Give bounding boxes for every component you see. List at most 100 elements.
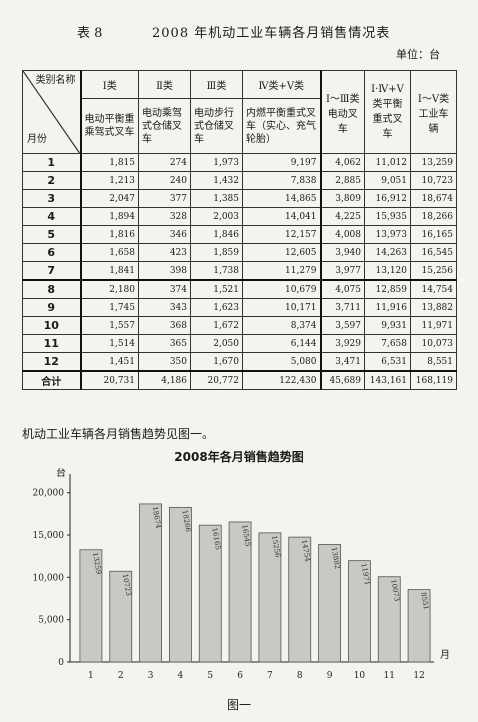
- value-cell: 1,859: [190, 243, 243, 262]
- value-cell: 12,859: [364, 279, 411, 299]
- value-cell: 143,161: [364, 370, 411, 390]
- value-cell: 3,940: [320, 243, 365, 262]
- value-cell: 10,073: [410, 334, 457, 353]
- y-tick-label: 15,000: [33, 531, 65, 541]
- x-tick-label: 5: [207, 671, 213, 681]
- table-row: 11 1,514 365 2,050 6,144 3,929 7,658 10,073: [22, 334, 457, 353]
- bar-data-label: 16545: [240, 524, 252, 547]
- bar: [139, 503, 162, 663]
- corner-diagonal: [23, 71, 80, 153]
- value-cell: 13,259: [410, 153, 457, 172]
- figure-caption: 图一: [226, 698, 251, 712]
- month-cell: 9: [22, 298, 82, 317]
- x-tick-label: 9: [327, 671, 333, 681]
- value-cell: 6,144: [242, 334, 322, 353]
- value-cell: 2,180: [80, 279, 139, 299]
- month-cell: 合计: [22, 370, 82, 390]
- value-cell: 1,557: [80, 316, 139, 335]
- value-cell: 1,815: [80, 153, 139, 172]
- bar: [318, 544, 341, 663]
- value-cell: 1,658: [80, 243, 139, 262]
- sales-table-body: 1 1,815 274 1,973 9,197 4,062 11,012 13,259 2 1,2…: [22, 153, 457, 390]
- bar: [79, 549, 103, 663]
- col-desc-4: 内燃平衡重式叉车（实心、充气轮胎）: [242, 98, 322, 154]
- table-title: 2008 年机动工业车辆各月销售情况表: [152, 26, 391, 41]
- value-cell: 1,521: [190, 279, 243, 299]
- value-cell: 240: [138, 171, 191, 190]
- value-cell: 5,080: [242, 352, 322, 372]
- value-cell: 1,816: [80, 225, 139, 244]
- table-row: 4 1,894 328 2,003 14,041 4,225 15,935 18,266: [22, 207, 457, 226]
- value-cell: 3,711: [320, 298, 365, 317]
- corner-category-label: 类别名称: [35, 75, 76, 86]
- table-row: 2 1,213 240 1,432 7,838 2,885 9,051 10,723: [22, 171, 457, 190]
- y-tick-label: 20,000: [33, 489, 65, 499]
- value-cell: 16,545: [410, 243, 457, 262]
- bar-data-label: 8551: [419, 592, 430, 611]
- value-cell: 3,597: [320, 316, 365, 335]
- value-cell: 1,451: [80, 352, 139, 372]
- month-cell: 2: [22, 171, 82, 190]
- x-tick-label: 12: [413, 671, 424, 681]
- bar: [109, 570, 133, 663]
- month-cell: 6: [22, 243, 82, 262]
- chart-reference-note: 机动工业车辆各月销售趋势见图一。: [22, 427, 215, 441]
- table-row: 12 1,451 350 1,670 5,080 3,471 6,531 8,551: [22, 352, 457, 372]
- value-cell: 423: [138, 243, 191, 262]
- bar-data-label: 14754: [300, 539, 312, 563]
- bar: [228, 521, 252, 663]
- value-cell: 3,929: [320, 334, 365, 353]
- corner-header-cell: 类别名称 月份: [22, 70, 82, 154]
- month-cell: 11: [22, 334, 82, 353]
- value-cell: 1,623: [190, 298, 243, 317]
- value-cell: 20,731: [80, 370, 139, 390]
- value-cell: 346: [138, 225, 191, 244]
- value-cell: 11,279: [242, 261, 322, 281]
- x-tick-label: 4: [178, 671, 184, 681]
- value-cell: 16,912: [364, 189, 411, 208]
- bar-data-label: 13259: [91, 552, 103, 575]
- value-cell: 7,838: [242, 171, 322, 190]
- value-cell: 18,674: [410, 189, 457, 208]
- value-cell: 7,658: [364, 334, 411, 353]
- value-cell: 2,047: [80, 189, 139, 208]
- value-cell: 12,157: [242, 225, 322, 244]
- value-cell: 13,882: [410, 298, 457, 317]
- table-row: 9 1,745 343 1,623 10,171 3,711 11,916 13,882: [22, 298, 457, 317]
- value-cell: 14,865: [242, 189, 322, 208]
- value-cell: 4,225: [320, 207, 365, 226]
- value-cell: 2,050: [190, 334, 243, 353]
- value-cell: 1,745: [80, 298, 139, 317]
- bar-data-label: 18266: [180, 509, 192, 533]
- col-header-all-total: Ⅰ～Ⅴ类工业车辆: [410, 70, 457, 154]
- table-number: 表 8: [77, 26, 103, 41]
- table-row: 3 2,047 377 1,385 14,865 3,809 16,912 18,674: [22, 189, 457, 208]
- value-cell: 274: [138, 153, 191, 172]
- col-header-electric-total: Ⅰ～Ⅲ类电动叉车: [320, 70, 365, 154]
- value-cell: 377: [138, 189, 191, 208]
- bar: [258, 532, 282, 663]
- value-cell: 350: [138, 352, 191, 372]
- col-desc-2: 电动乘驾式仓储叉车: [138, 98, 191, 154]
- table-row: 8 2,180 374 1,521 10,679 4,075 12,859 14,754: [22, 279, 457, 299]
- value-cell: 168,119: [410, 370, 457, 390]
- col-desc-1: 电动平衡重乘驾式叉车: [80, 98, 139, 154]
- x-axis-unit-label: 月: [440, 649, 450, 661]
- table-row: 合计 20,731 4,186 20,772 122,430 45,689 143,161 1…: [22, 370, 457, 390]
- month-cell: 8: [22, 279, 82, 299]
- value-cell: 328: [138, 207, 191, 226]
- value-cell: 2,003: [190, 207, 243, 226]
- value-cell: 374: [138, 279, 191, 299]
- bar-data-label: 18674: [151, 506, 163, 530]
- bar: [288, 536, 312, 663]
- value-cell: 12,605: [242, 243, 322, 262]
- col-header-cat-2: Ⅱ类: [138, 70, 191, 99]
- value-cell: 18,266: [410, 207, 457, 226]
- bar-data-label: 15256: [270, 535, 282, 559]
- bar: [407, 589, 431, 663]
- chart-title: 2008年各月销售趋势图: [174, 450, 304, 464]
- value-cell: 1,841: [80, 261, 139, 281]
- value-cell: 1,432: [190, 171, 243, 190]
- bar-data-label: 10073: [389, 579, 401, 602]
- col-header-counterbalance-total: Ⅰ·Ⅳ+Ⅴ类平衡重式叉车: [364, 70, 411, 154]
